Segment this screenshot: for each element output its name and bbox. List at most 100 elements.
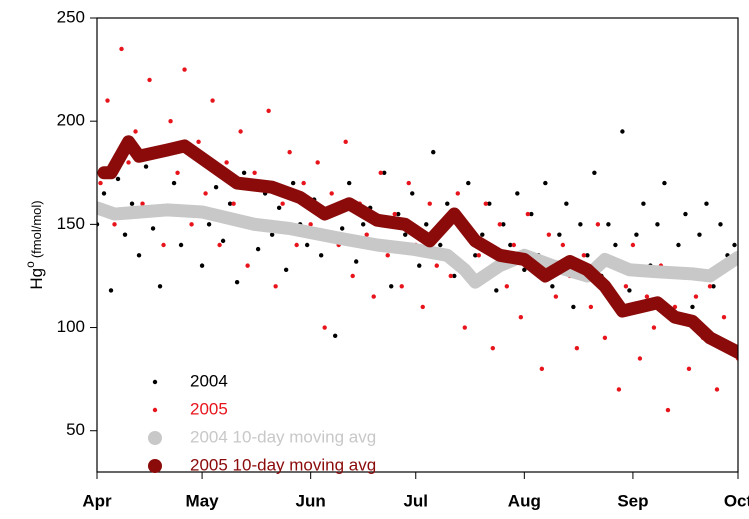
data-point bbox=[224, 160, 229, 165]
data-point bbox=[245, 263, 250, 268]
y-tick-label: 200 bbox=[57, 111, 85, 130]
x-tick-label: Sep bbox=[617, 491, 648, 510]
data-point bbox=[287, 149, 292, 155]
data-point bbox=[686, 366, 692, 372]
data-point bbox=[623, 284, 629, 289]
data-point bbox=[508, 242, 513, 248]
data-point bbox=[613, 242, 618, 248]
data-point bbox=[630, 242, 636, 248]
data-point bbox=[304, 242, 310, 248]
data-point bbox=[662, 180, 667, 186]
data-point bbox=[466, 180, 471, 186]
data-point bbox=[644, 294, 650, 299]
data-point bbox=[448, 273, 453, 279]
legend-label: 2004 10-day moving avg bbox=[190, 427, 376, 446]
data-point bbox=[410, 191, 415, 196]
data-point bbox=[129, 201, 135, 206]
x-tick-label: Apr bbox=[82, 491, 112, 510]
data-point bbox=[196, 139, 201, 145]
data-point bbox=[501, 222, 506, 227]
data-point bbox=[371, 294, 376, 299]
legend-marker bbox=[148, 431, 162, 445]
data-point bbox=[431, 149, 436, 155]
legend-label: 2005 bbox=[190, 399, 228, 418]
y-tick-label: 100 bbox=[57, 317, 85, 336]
data-point bbox=[399, 284, 404, 289]
data-point bbox=[105, 98, 110, 103]
data-point bbox=[382, 170, 387, 175]
data-point bbox=[494, 288, 499, 293]
data-point bbox=[665, 407, 671, 413]
data-point bbox=[266, 108, 271, 114]
data-point bbox=[683, 211, 688, 217]
data-point bbox=[420, 304, 425, 310]
y-tick-label: 250 bbox=[57, 7, 85, 26]
data-point bbox=[98, 180, 103, 186]
data-point bbox=[525, 211, 531, 217]
data-point bbox=[276, 205, 282, 211]
data-point bbox=[557, 232, 562, 237]
data-point bbox=[515, 191, 520, 196]
data-point bbox=[438, 242, 443, 248]
data-point bbox=[269, 232, 275, 237]
data-point bbox=[189, 222, 194, 227]
y-tick-label: 50 bbox=[66, 420, 85, 439]
x-tick-label: Jun bbox=[296, 491, 326, 510]
data-point bbox=[543, 180, 548, 186]
data-point bbox=[487, 201, 492, 206]
data-point bbox=[199, 263, 205, 268]
data-point bbox=[620, 129, 625, 134]
data-point bbox=[434, 263, 439, 268]
data-point bbox=[178, 242, 184, 248]
legend-marker bbox=[148, 459, 162, 473]
y-label-main: Hg bbox=[27, 268, 46, 290]
data-point bbox=[711, 284, 716, 289]
data-point bbox=[389, 284, 394, 289]
data-point bbox=[592, 170, 597, 175]
data-point bbox=[690, 304, 695, 310]
data-point bbox=[455, 191, 460, 196]
data-point bbox=[564, 201, 569, 206]
data-point bbox=[462, 325, 467, 330]
data-point bbox=[637, 356, 643, 361]
data-point bbox=[252, 170, 257, 175]
data-point bbox=[213, 185, 219, 190]
data-point bbox=[339, 226, 345, 231]
data-point bbox=[294, 242, 299, 248]
data-point bbox=[392, 211, 397, 217]
legend-marker bbox=[152, 379, 158, 385]
data-point bbox=[497, 222, 503, 227]
data-point bbox=[697, 232, 702, 237]
legend-marker bbox=[152, 407, 158, 413]
data-point bbox=[171, 180, 177, 186]
data-point bbox=[553, 294, 559, 299]
data-point bbox=[385, 253, 390, 258]
data-point bbox=[707, 284, 713, 289]
data-point bbox=[231, 201, 236, 206]
y-label-sup: o bbox=[23, 261, 37, 268]
data-point bbox=[539, 366, 545, 372]
data-point bbox=[354, 259, 359, 264]
data-point bbox=[550, 284, 555, 289]
data-point bbox=[136, 253, 142, 258]
data-point bbox=[217, 242, 222, 248]
data-point bbox=[476, 253, 481, 258]
data-point bbox=[718, 222, 723, 227]
data-point bbox=[546, 232, 552, 237]
data-point bbox=[473, 253, 478, 258]
data-point bbox=[704, 201, 709, 206]
y-label-unit: (fmol/mol) bbox=[29, 200, 44, 258]
data-point bbox=[641, 201, 646, 206]
data-point bbox=[318, 253, 324, 258]
data-point bbox=[108, 288, 114, 293]
data-point bbox=[206, 222, 212, 227]
data-point bbox=[588, 304, 594, 310]
data-point bbox=[364, 232, 369, 237]
data-point bbox=[133, 129, 138, 134]
data-point bbox=[361, 222, 366, 227]
data-point bbox=[693, 294, 699, 299]
data-point bbox=[147, 77, 152, 83]
data-point bbox=[655, 222, 660, 227]
data-point bbox=[283, 267, 289, 272]
